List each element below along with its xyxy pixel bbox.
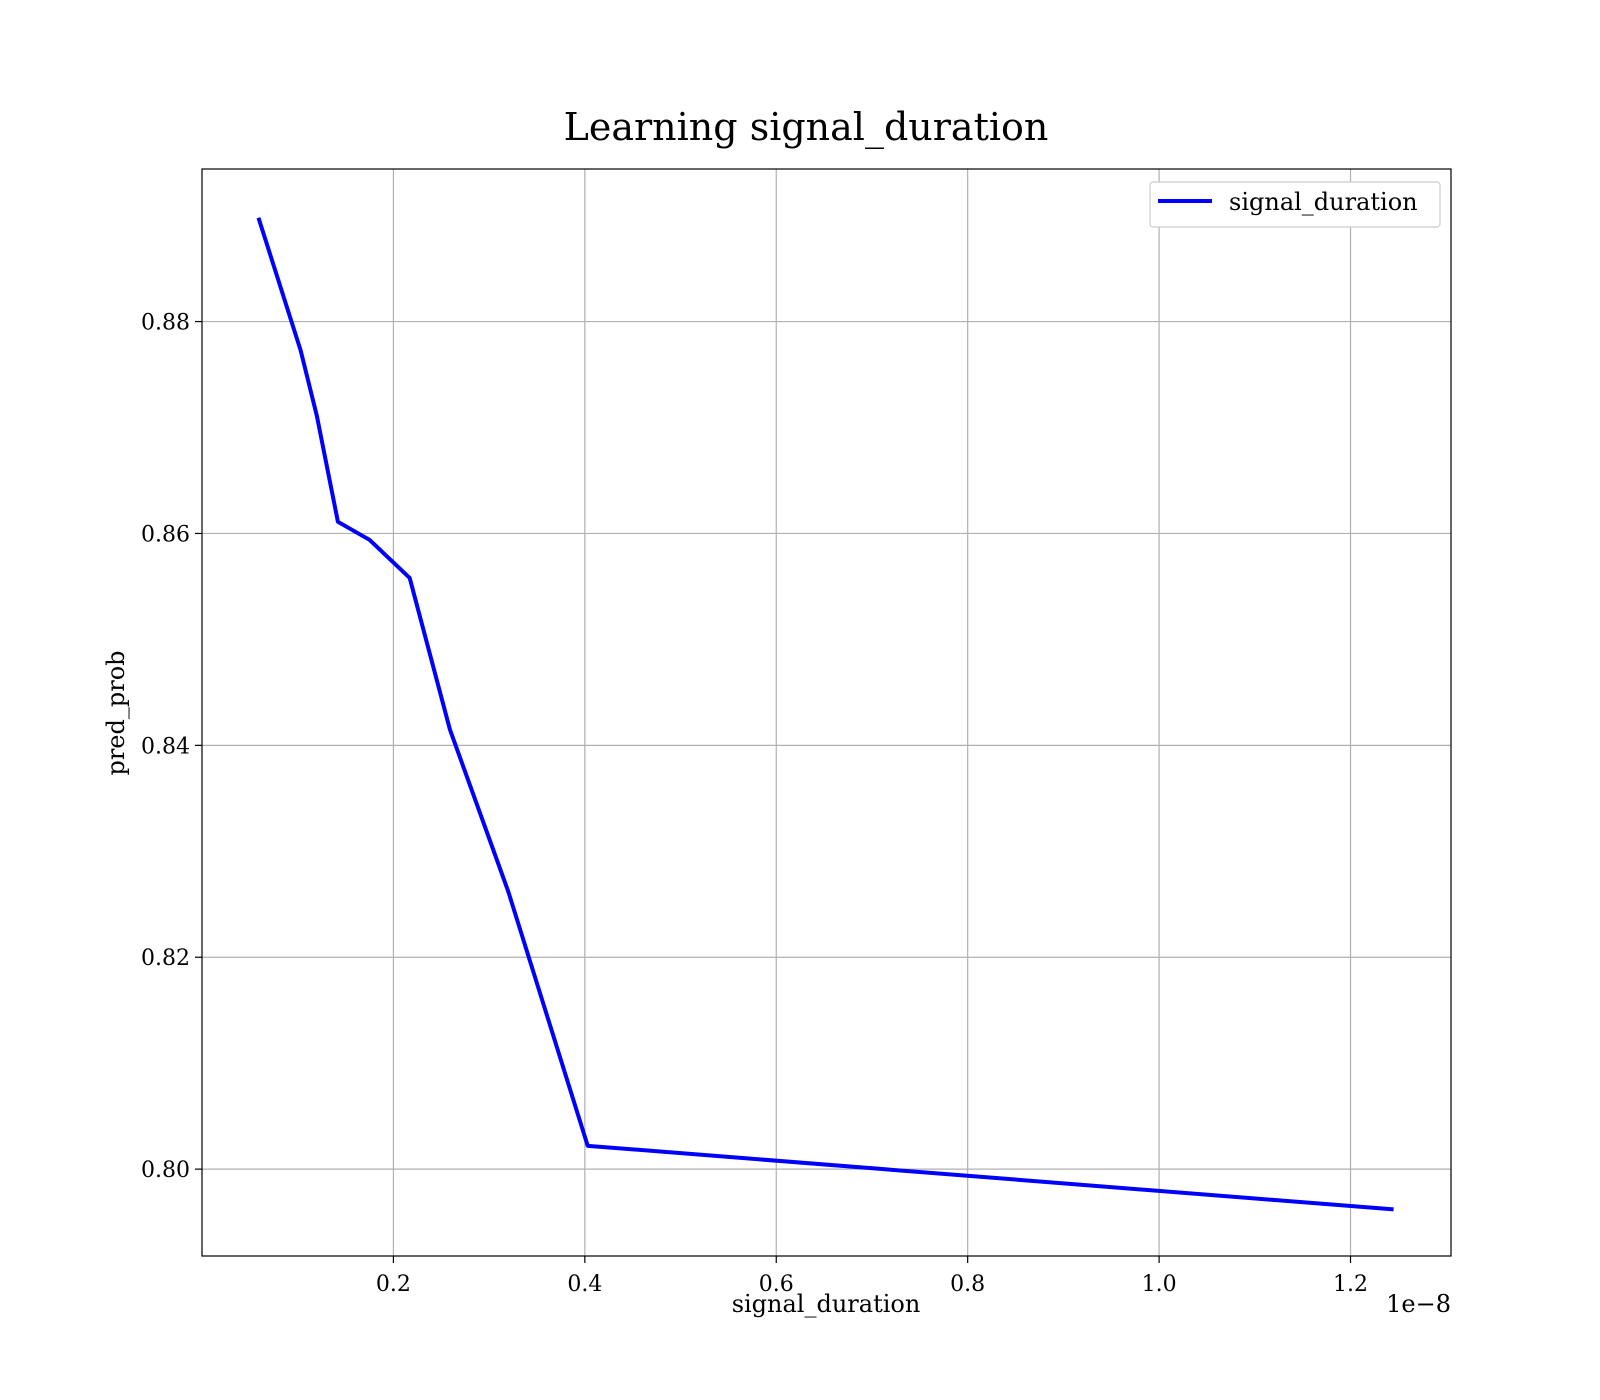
plot-series	[256, 217, 1394, 1212]
x-axis-ticks: 0.2 0.4 0.6 0.8 1.0 1.2	[376, 1256, 1368, 1297]
x-tick-label: 1.2	[1333, 1272, 1368, 1297]
x-tick-label: 0.8	[950, 1272, 985, 1297]
plot-frame	[201, 168, 1452, 1257]
x-axis-label: signal_duration	[732, 1290, 921, 1318]
x-axis-offset-text: 1e−8	[1386, 1290, 1451, 1318]
y-axis-ticks: 0.80 0.82 0.84 0.86 0.88	[141, 311, 202, 1183]
y-tick-label: 0.86	[141, 522, 190, 547]
x-tick-label: 0.4	[567, 1272, 602, 1297]
y-tick-label: 0.88	[141, 311, 190, 336]
chart-title: Learning signal_duration	[564, 105, 1049, 150]
y-tick-label: 0.80	[141, 1158, 190, 1183]
series-line	[256, 217, 1394, 1212]
grid	[202, 169, 1451, 1256]
x-tick-label: 0.2	[376, 1272, 411, 1297]
x-tick-label: 0.6	[759, 1272, 794, 1297]
legend: signal_duration	[1149, 181, 1441, 228]
legend-label: signal_duration	[1229, 188, 1418, 216]
legend-box	[1149, 181, 1441, 228]
x-tick-label: 1.0	[1142, 1272, 1177, 1297]
y-tick-label: 0.82	[141, 946, 190, 971]
y-tick-label: 0.84	[141, 734, 190, 759]
y-axis-label: pred_prob	[102, 650, 130, 775]
